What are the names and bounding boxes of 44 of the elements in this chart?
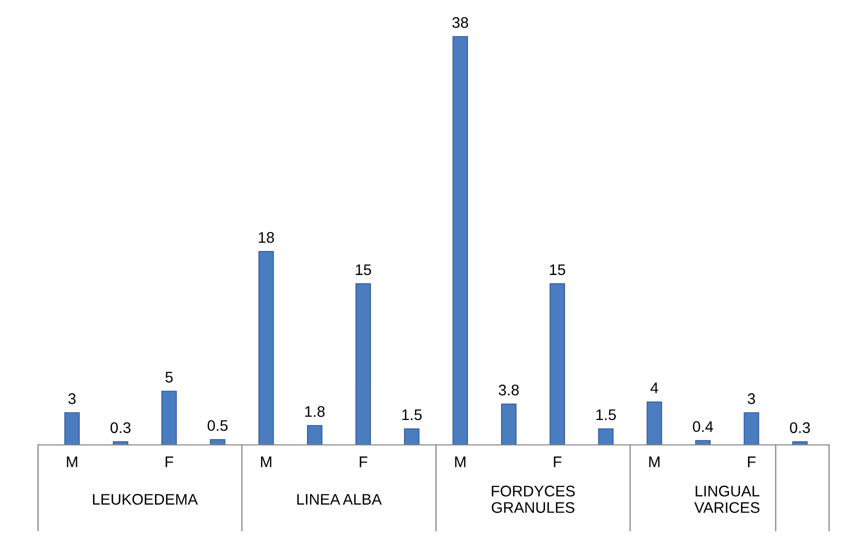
data-label: 5 <box>165 372 173 383</box>
x-tick-label: M <box>649 456 660 468</box>
x-tick-label: M <box>261 456 272 468</box>
bar <box>550 283 566 445</box>
data-label: 1.5 <box>402 410 422 420</box>
text: FORDYCES GRANULES <box>492 486 575 513</box>
data-label: 18 <box>258 232 274 243</box>
bar <box>792 441 808 445</box>
text: LINGUAL VARICES <box>694 486 760 513</box>
bar <box>452 36 468 445</box>
x-tick-label: F <box>360 456 368 468</box>
data-label: 0.4 <box>692 421 714 432</box>
bar <box>646 401 662 445</box>
bar <box>744 412 760 445</box>
data-label: 1.5 <box>596 410 616 420</box>
bar <box>258 251 274 445</box>
x-tick-label: M <box>455 456 466 468</box>
x-tick-label: F <box>748 456 756 468</box>
data-label: 15 <box>356 264 372 276</box>
bar <box>306 425 322 445</box>
bar <box>112 441 128 445</box>
text: LEUKOEDEMA <box>93 494 198 505</box>
data-label: 1.8 <box>305 406 325 417</box>
data-label: 3.8 <box>498 384 519 396</box>
bar <box>161 390 177 445</box>
x-tick-label: M <box>66 456 78 468</box>
x-tick-label: F <box>554 456 562 468</box>
data-label: 15 <box>550 264 566 276</box>
data-label: 38 <box>452 17 468 28</box>
data-label: 0.3 <box>110 422 131 434</box>
bar <box>695 440 711 445</box>
data-label: 4 <box>650 382 658 394</box>
data-label: 3 <box>748 393 756 404</box>
bar <box>598 428 614 445</box>
data-label: 3 <box>68 393 76 404</box>
x-tick-label: F <box>166 456 174 468</box>
bar <box>356 283 371 445</box>
bar <box>404 428 420 445</box>
bar <box>501 404 516 445</box>
text: LINEA ALBA <box>297 494 382 505</box>
bar <box>64 412 80 445</box>
data-label: 0.3 <box>790 422 810 434</box>
bar <box>210 439 226 445</box>
data-label: 0.5 <box>208 420 228 431</box>
